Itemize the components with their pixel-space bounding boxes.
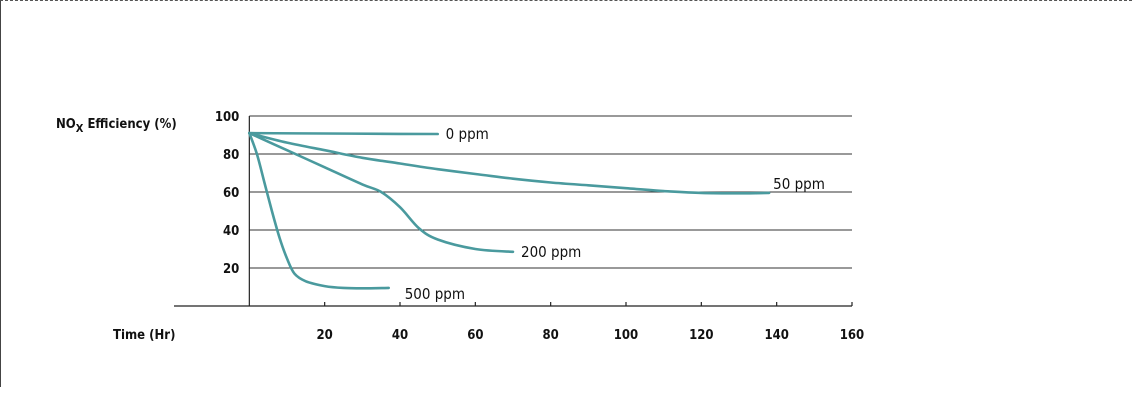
gridlines [249, 115, 852, 269]
y-axis-label-subscript: X [76, 122, 84, 135]
x-tick-label: 100 [614, 328, 638, 343]
x-axis-label: Time (Hr) [113, 328, 175, 343]
y-axis-label-rest: Efficiency (%) [83, 117, 176, 132]
x-tick-label: 160 [840, 328, 864, 343]
y-tick-label: 60 [223, 186, 239, 201]
tick-labels: 20 40 60 80 100 20 40 60 80 100 120 140 160 [215, 110, 864, 343]
x-tick-label: 20 [317, 328, 333, 343]
axes [174, 116, 853, 307]
series-label-500-ppm: 500 ppm [405, 285, 465, 303]
x-tick-label: 120 [689, 328, 713, 343]
y-axis-label: NOX Efficiency (%) [56, 117, 177, 135]
y-tick-label: 100 [215, 110, 239, 125]
series-lines [248, 131, 771, 290]
y-axis-label-main: NO [56, 117, 76, 132]
series-line-500-ppm [248, 131, 390, 290]
x-tick-label: 60 [467, 328, 483, 343]
series-label-50-ppm: 50 ppm [773, 175, 825, 193]
series-label-200-ppm: 200 ppm [521, 243, 581, 261]
series-labels: 0 ppm 50 ppm 200 ppm 500 ppm [405, 125, 825, 303]
x-tick-label: 40 [392, 328, 408, 343]
y-tick-label: 80 [223, 148, 239, 163]
series-line-50-ppm [248, 131, 771, 195]
series-label-0-ppm: 0 ppm [446, 125, 489, 143]
y-tick-label: 20 [223, 262, 239, 277]
y-tick-label: 40 [223, 224, 239, 239]
x-tick-label: 80 [543, 328, 559, 343]
series-line-200-ppm [248, 131, 515, 254]
series-line-0-ppm [248, 131, 439, 136]
x-tick-label: 140 [764, 328, 788, 343]
